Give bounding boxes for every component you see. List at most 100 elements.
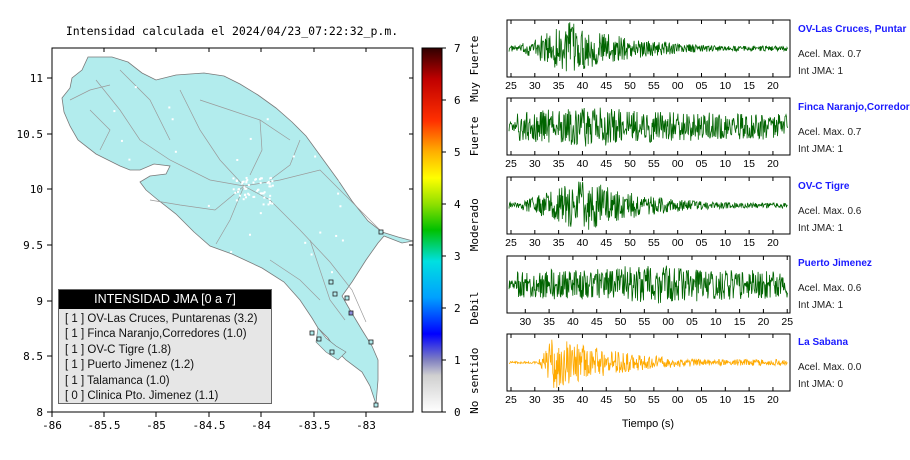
colorbar-tick: 6 [454,94,461,107]
waveform-panel: 25 30 35 40 45 50 55 00 05 10 15 20 [505,333,791,406]
waveform-trace [508,22,788,72]
waveform-x-tick: 20 [758,316,770,328]
waveform-x-tick: 00 [672,158,684,170]
waveform-x-tick: 55 [648,394,660,406]
legend-item: [ 1 ] Puerto Jimenez (1.2) [65,359,195,372]
waveform-x-tick: 15 [743,237,755,249]
station-name: OV-Las Cruces, Puntar [798,24,907,35]
waveform-x-tick: 50 [624,237,636,249]
waveform-x-tick: 50 [624,80,636,92]
map-title: Intensidad calculada el 2024/04/23_07:22… [66,24,398,38]
costa-rica-land [61,56,414,405]
map-y-tick: 9.5 [23,239,43,252]
waveform-x-tick: 55 [639,316,651,328]
colorbar-label: Moderado [468,198,481,251]
waveform-x-tick: 35 [553,394,565,406]
legend-item: [ 1 ] OV-C Tigre (1.8) [65,343,172,356]
waveform-x-tick: 30 [529,158,541,170]
waveform-x-tick: 55 [648,158,660,170]
station-intensity: Int JMA: 1 [798,144,844,155]
waveform-x-tick: 00 [662,316,674,328]
map-y-tick: 10 [30,183,43,196]
osa-peninsula [315,327,347,361]
colorbar-tick: 2 [454,302,461,315]
map-y-tick: 8 [36,406,43,419]
waveform-x-tick: 40 [577,394,589,406]
waveform-x-tick: 25 [505,80,517,92]
waveform-x-tick: 40 [577,158,589,170]
waveform-trace [509,339,788,388]
map-x-tick: -83.5 [297,419,330,432]
colorbar-tick: 3 [454,250,461,263]
waveform-x-tick: 00 [672,80,684,92]
map-x-tick: -83 [356,419,376,432]
waveform-x-tick: 10 [719,158,731,170]
map-x-tick: -84 [251,419,271,432]
map-axes: -86 -85.5 -85 -84.5 -84 -83.5 -83 11 10.5 10 9.5 9 8… [17,48,413,432]
colorbar-tick: 0 [454,406,461,419]
legend-item: [ 1 ] Talamanca (1.0) [65,374,170,387]
station-info: La Sabana Acel. Max. 0.0 Int JMA: 0 [798,337,861,390]
map-x-tick: -85.5 [87,419,120,432]
station-info: Puerto Jimenez Acel. Max. 0.6 Int JMA: 1 [798,258,872,311]
colorbar-tick: 7 [454,42,461,55]
waveform-x-tick: 10 [719,237,731,249]
waveform-x-tick: 35 [553,80,565,92]
waveform-x-tick: 30 [529,394,541,406]
legend-title: INTENSIDAD JMA [0 a 7] [59,290,271,309]
waveform-x-tick: 55 [648,80,660,92]
waveform-trace [508,265,788,304]
waveform-panels: 25 30 35 40 45 50 55 00 05 10 15 20 25 30 35 40 45 50 55 00… [505,19,793,406]
map-y-tick: 8.5 [23,350,43,363]
waveform-x-tick: 45 [600,80,612,92]
waveform-x-tick: 45 [600,394,612,406]
waveform-x-tick: 10 [710,316,722,328]
station-accel: Acel. Max. 0.7 [798,127,862,138]
waveform-x-tick: 30 [519,316,531,328]
colorbar-label: Muy Fuerte [468,36,481,102]
station-markers [309,229,384,408]
waveform-x-tick: 25 [505,158,517,170]
waveform-x-tick: 45 [600,237,612,249]
waveform-x-tick: 15 [743,158,755,170]
town-markers [97,80,371,307]
waveform-x-tick: 05 [696,237,708,249]
legend-item: [ 1 ] Finca Naranjo,Corredores (1.0) [65,328,247,341]
waveform-x-tick: 50 [624,394,636,406]
station-info: OV-Las Cruces, Puntar Acel. Max. 0.7 Int… [798,24,906,77]
station-info: Finca Naranjo,Corredor Acel. Max. 0.7 In… [798,102,910,155]
legend-item: [ 1 ] OV-Las Cruces, Puntarenas (3.2) [65,313,258,325]
colorbar-tick: 5 [454,146,461,159]
waveform-x-tick: 50 [615,316,627,328]
legend-item: [ 0 ] Clinica Pto. Jimenez (1.1) [65,390,219,403]
map-x-tick: -86 [42,419,62,432]
waveform-trace [508,107,788,147]
waveform-x-tick: 00 [672,237,684,249]
station-intensity: Int JMA: 1 [798,66,844,77]
waveform-x-tick: 40 [577,237,589,249]
waveform-x-tick: 10 [719,80,731,92]
waveform-x-tick: 45 [591,316,603,328]
station-accel: Acel. Max. 0.0 [798,362,862,373]
waveform-x-tick: 45 [600,158,612,170]
map-y-tick: 11 [30,72,43,85]
waveform-x-tick: 05 [696,394,708,406]
colorbar-tick: 1 [454,354,461,367]
waveform-x-tick: 25 [781,316,793,328]
x-axis-label: Tiempo (s) [622,418,674,430]
waveform-x-tick: 05 [696,158,708,170]
waveform-x-tick: 35 [553,237,565,249]
map-y-tick: 10.5 [17,128,44,141]
waveform-trace [508,181,788,230]
waveform-x-tick: 40 [567,316,579,328]
waveform-panel: 30 35 40 45 50 55 00 05 10 15 20 25 [506,255,793,328]
station-accel: Acel. Max. 0.7 [798,49,862,60]
waveform-x-tick: 55 [648,237,660,249]
waveform-panel: 25 30 35 40 45 50 55 00 05 10 15 20 [505,19,791,92]
station-accel: Acel. Max. 0.6 [798,283,862,294]
station-name: OV-C Tigre [798,181,850,192]
station-accel: Acel. Max. 0.6 [798,206,862,217]
waveform-x-tick: 15 [734,316,746,328]
colorbar-label: Fuerte [468,117,481,157]
